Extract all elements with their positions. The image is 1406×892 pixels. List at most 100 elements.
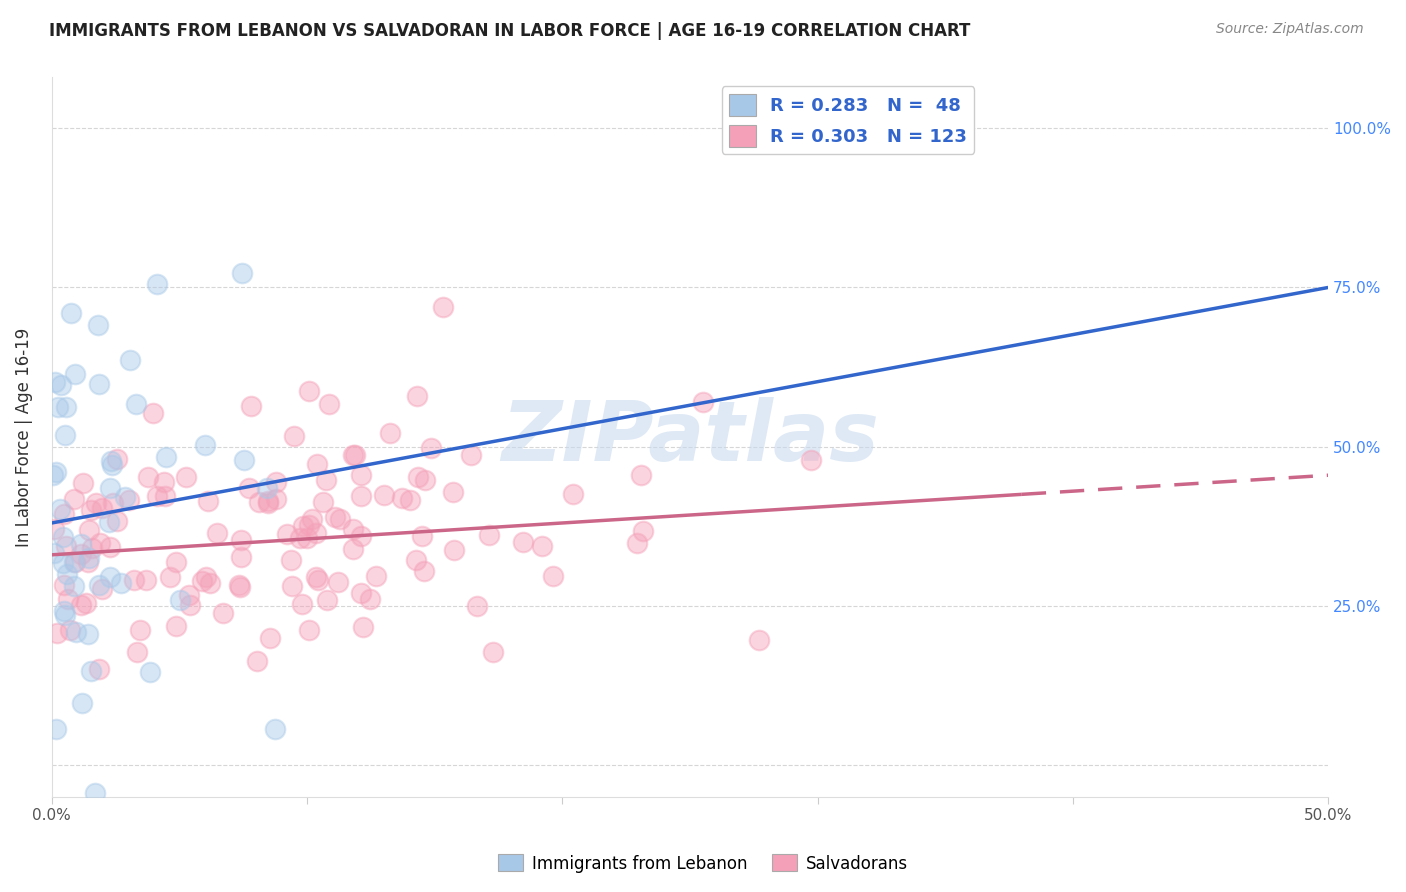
Point <box>49 501 72 516</box>
Point <box>481 644 503 658</box>
Point <box>276 527 298 541</box>
Point <box>55 540 77 554</box>
Point <box>343 448 366 462</box>
Point <box>165 619 187 633</box>
Point <box>52 556 75 570</box>
Point <box>247 495 270 509</box>
Legend: Immigrants from Lebanon, Salvadorans: Immigrants from Lebanon, Salvadorans <box>492 847 914 880</box>
Point <box>561 487 583 501</box>
Point <box>101 458 124 473</box>
Point <box>238 481 260 495</box>
Point <box>231 266 253 280</box>
Point <box>169 593 191 607</box>
Point <box>305 569 328 583</box>
Point <box>432 300 454 314</box>
Point <box>205 525 228 540</box>
Point <box>42 467 65 482</box>
Point <box>229 549 252 564</box>
Point <box>315 593 337 607</box>
Point <box>45 723 67 737</box>
Point <box>283 429 305 443</box>
Point <box>305 526 328 541</box>
Point <box>53 428 76 442</box>
Point <box>174 470 197 484</box>
Point <box>87 318 110 332</box>
Point <box>301 512 323 526</box>
Point <box>360 591 382 606</box>
Point <box>315 474 337 488</box>
Point <box>70 598 93 612</box>
Point <box>191 574 214 588</box>
Point <box>52 604 75 618</box>
Point <box>350 489 373 503</box>
Point <box>101 496 124 510</box>
Point <box>298 384 321 399</box>
Point <box>139 665 162 680</box>
Point <box>70 536 93 550</box>
Point <box>630 467 652 482</box>
Point <box>87 662 110 676</box>
Point <box>541 569 564 583</box>
Point <box>748 632 770 647</box>
Point <box>419 441 441 455</box>
Point <box>200 575 222 590</box>
Point <box>76 627 98 641</box>
Point <box>59 623 82 637</box>
Point <box>91 582 114 597</box>
Point <box>142 406 165 420</box>
Point <box>46 400 69 414</box>
Point <box>80 503 103 517</box>
Point <box>179 598 201 612</box>
Point <box>318 397 340 411</box>
Point <box>82 541 104 556</box>
Point <box>307 574 329 588</box>
Point <box>98 516 121 530</box>
Point <box>194 438 217 452</box>
Point <box>288 531 311 545</box>
Text: ZIPatlas: ZIPatlas <box>501 397 879 477</box>
Point <box>52 530 75 544</box>
Point <box>292 519 315 533</box>
Point <box>62 555 84 569</box>
Point <box>125 645 148 659</box>
Point <box>259 631 281 645</box>
Point <box>246 654 269 668</box>
Point <box>352 620 374 634</box>
Point <box>53 578 76 592</box>
Point <box>146 277 169 292</box>
Point <box>350 529 373 543</box>
Point <box>412 564 434 578</box>
Point <box>342 522 364 536</box>
Point <box>350 585 373 599</box>
Point <box>239 399 262 413</box>
Point <box>129 623 152 637</box>
Point <box>58 591 80 606</box>
Point <box>79 664 101 678</box>
Point <box>105 514 128 528</box>
Point <box>312 494 335 508</box>
Point <box>460 448 482 462</box>
Point <box>350 467 373 482</box>
Y-axis label: In Labor Force | Age 16-19: In Labor Force | Age 16-19 <box>15 327 32 547</box>
Text: Source: ZipAtlas.com: Source: ZipAtlas.com <box>1216 22 1364 37</box>
Point <box>51 377 73 392</box>
Point <box>373 488 395 502</box>
Point <box>328 575 350 590</box>
Point <box>91 501 114 516</box>
Point <box>136 469 159 483</box>
Point <box>512 534 534 549</box>
Point <box>63 368 86 382</box>
Point <box>159 570 181 584</box>
Point <box>72 475 94 490</box>
Point <box>257 494 280 508</box>
Point <box>165 555 187 569</box>
Point <box>45 626 67 640</box>
Point <box>89 536 111 550</box>
Point <box>441 485 464 500</box>
Point <box>53 508 76 522</box>
Point <box>443 542 465 557</box>
Point <box>100 569 122 583</box>
Point <box>329 512 352 526</box>
Point <box>59 305 82 319</box>
Point <box>298 623 321 637</box>
